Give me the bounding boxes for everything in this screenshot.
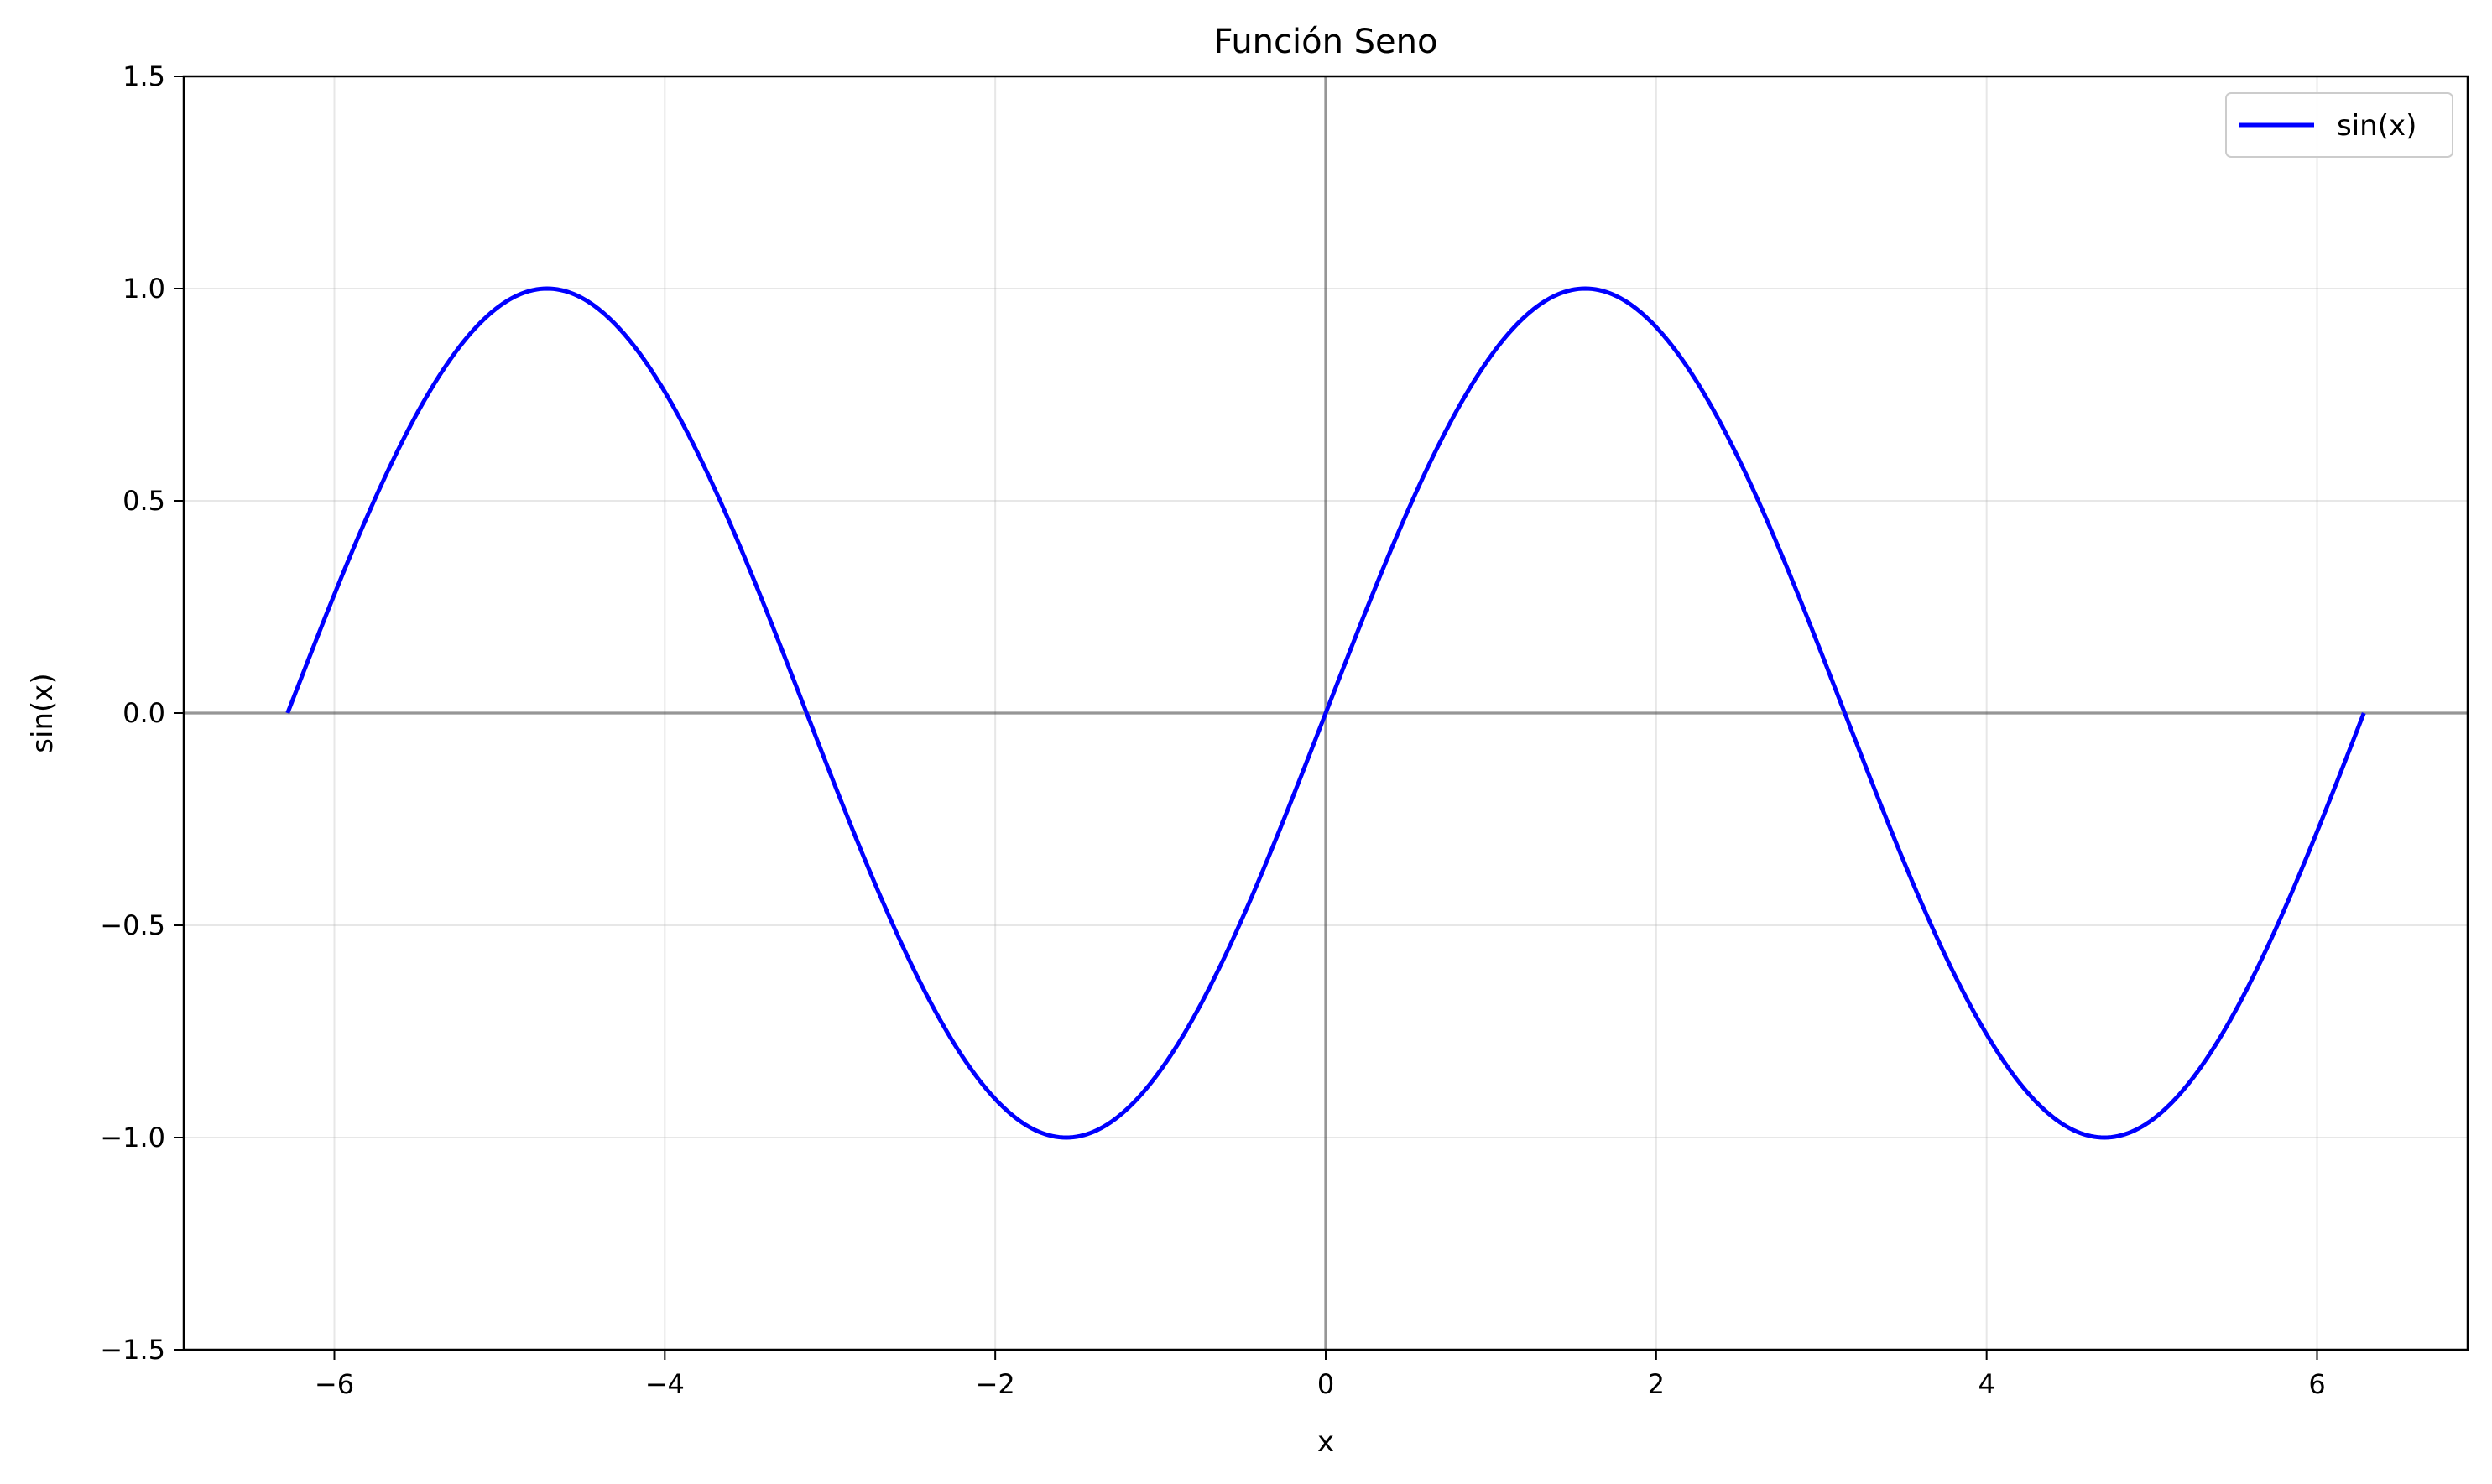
y-tick-label: −0.5 [100, 909, 165, 941]
y-axis-ticks: −1.5 −1.0 −0.5 0.0 0.5 1.0 1.5 [100, 60, 184, 1366]
y-tick-label: 0.0 [123, 697, 165, 729]
y-tick-label: −1.5 [100, 1334, 165, 1366]
x-axis-label: x [1317, 1425, 1334, 1459]
legend-box [2225, 92, 2453, 158]
series-line-sin [285, 286, 2366, 1140]
x-tick-label: 4 [1978, 1368, 1994, 1400]
x-tick-label: 6 [2308, 1368, 2325, 1400]
y-tick-label: 0.5 [123, 485, 165, 517]
y-tick-label: 1.5 [123, 60, 165, 92]
x-tick-label: 0 [1317, 1368, 1334, 1400]
x-tick-label: −2 [976, 1368, 1015, 1400]
x-tick-label: −4 [645, 1368, 685, 1400]
x-tick-label: 2 [1648, 1368, 1665, 1400]
x-tick-label: −6 [315, 1368, 354, 1400]
chart-title: Función Seno [1214, 23, 1438, 61]
y-tick-label: 1.0 [123, 273, 165, 305]
y-tick-label: −1.0 [100, 1122, 165, 1153]
y-axis-label: sin(x) [26, 673, 60, 752]
x-axis-ticks: −6 −4 −2 0 2 4 6 [315, 1350, 2326, 1400]
legend-label-sin: sin(x) [2337, 109, 2416, 143]
series-layer [285, 286, 2366, 1140]
legend: sin(x) [2225, 92, 2453, 158]
